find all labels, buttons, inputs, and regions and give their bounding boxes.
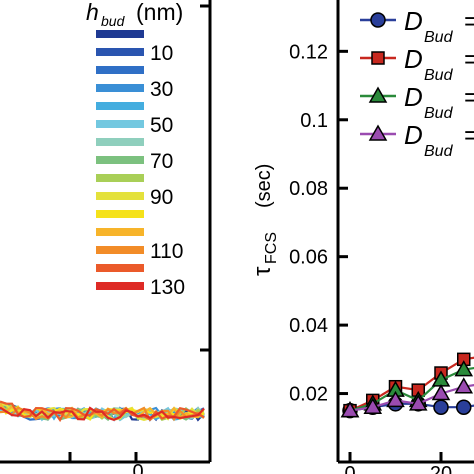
data-point	[456, 399, 472, 415]
legend-label: 90	[150, 186, 173, 209]
right-y-tick-label: 0.12	[289, 41, 328, 63]
y-label-unit: (sec)	[253, 164, 275, 208]
data-point	[363, 397, 383, 414]
legend-series-sub: Bud	[424, 143, 454, 160]
data-point	[433, 399, 449, 415]
right-y-tick-label: 0.04	[289, 315, 328, 337]
right-y-tick-label: 0.02	[289, 384, 328, 406]
data-point	[408, 394, 428, 411]
y-label-sub: FCS	[263, 232, 280, 264]
legend-label: 30	[150, 78, 173, 101]
left-curves	[0, 400, 205, 423]
data-point	[371, 51, 385, 65]
data-point	[454, 377, 474, 394]
legend-series-sub: Bud	[424, 105, 454, 122]
legend-series-sub: Bud	[424, 67, 454, 84]
right-y-tick-label: 0.1	[300, 110, 328, 132]
legend-equals: =	[464, 6, 474, 36]
legend-label: 70	[150, 150, 173, 173]
data-point	[368, 124, 388, 141]
legend-series-name: D	[404, 6, 423, 36]
right-y-ticks: 0.02 0.04 0.06 0.08 0.1 0.12	[289, 41, 348, 406]
legend-label: 50	[150, 114, 173, 137]
left-curve	[0, 406, 205, 421]
right-y-tick-label: 0.06	[289, 247, 328, 269]
y-label-tau: τ	[249, 266, 276, 276]
legend-series-name: D	[404, 44, 423, 74]
legend-label: 130	[150, 276, 185, 299]
legend-equals: =	[464, 44, 474, 74]
legend-series-name: D	[404, 120, 423, 150]
legend-equals: =	[464, 82, 474, 112]
legend-series-sub: Bud	[424, 29, 454, 46]
data-point	[368, 86, 388, 103]
right-x-tick-label: 20	[430, 463, 452, 474]
legend-title-unit: (nm)	[136, 0, 183, 25]
legend-title: h	[86, 0, 99, 25]
legend-swatches: 10 30 50 70 90 110 130	[96, 30, 185, 299]
legend-title-subscript: bud	[101, 13, 126, 29]
legend-equals: =	[464, 120, 474, 150]
right-panel: 0.020.040.060.080.10.12 0 20 τ FCS (sec) …	[249, 0, 474, 474]
right-x-tick-label: 0	[344, 463, 355, 474]
data-point	[454, 360, 474, 377]
legend-series-name: D	[404, 82, 423, 112]
right-y-label: τ FCS (sec)	[249, 164, 280, 276]
legend-left: h bud (nm) 10 30 50 70 90 110 130	[86, 0, 185, 299]
right-x-ticks: 0 20	[344, 452, 452, 474]
left-x-tick-label: 0	[132, 461, 143, 474]
right-series	[340, 352, 474, 419]
data-point	[431, 384, 451, 401]
left-panel: 0 h bud (nm) 10 30 50 70 90 110 130	[0, 0, 212, 474]
left-curve	[0, 406, 205, 422]
data-point	[386, 390, 405, 408]
legend-label: 10	[150, 42, 173, 65]
data-point	[340, 401, 360, 418]
right-y-tick-label: 0.08	[289, 178, 328, 200]
data-point	[370, 12, 386, 28]
legend-label: 110	[150, 240, 183, 263]
